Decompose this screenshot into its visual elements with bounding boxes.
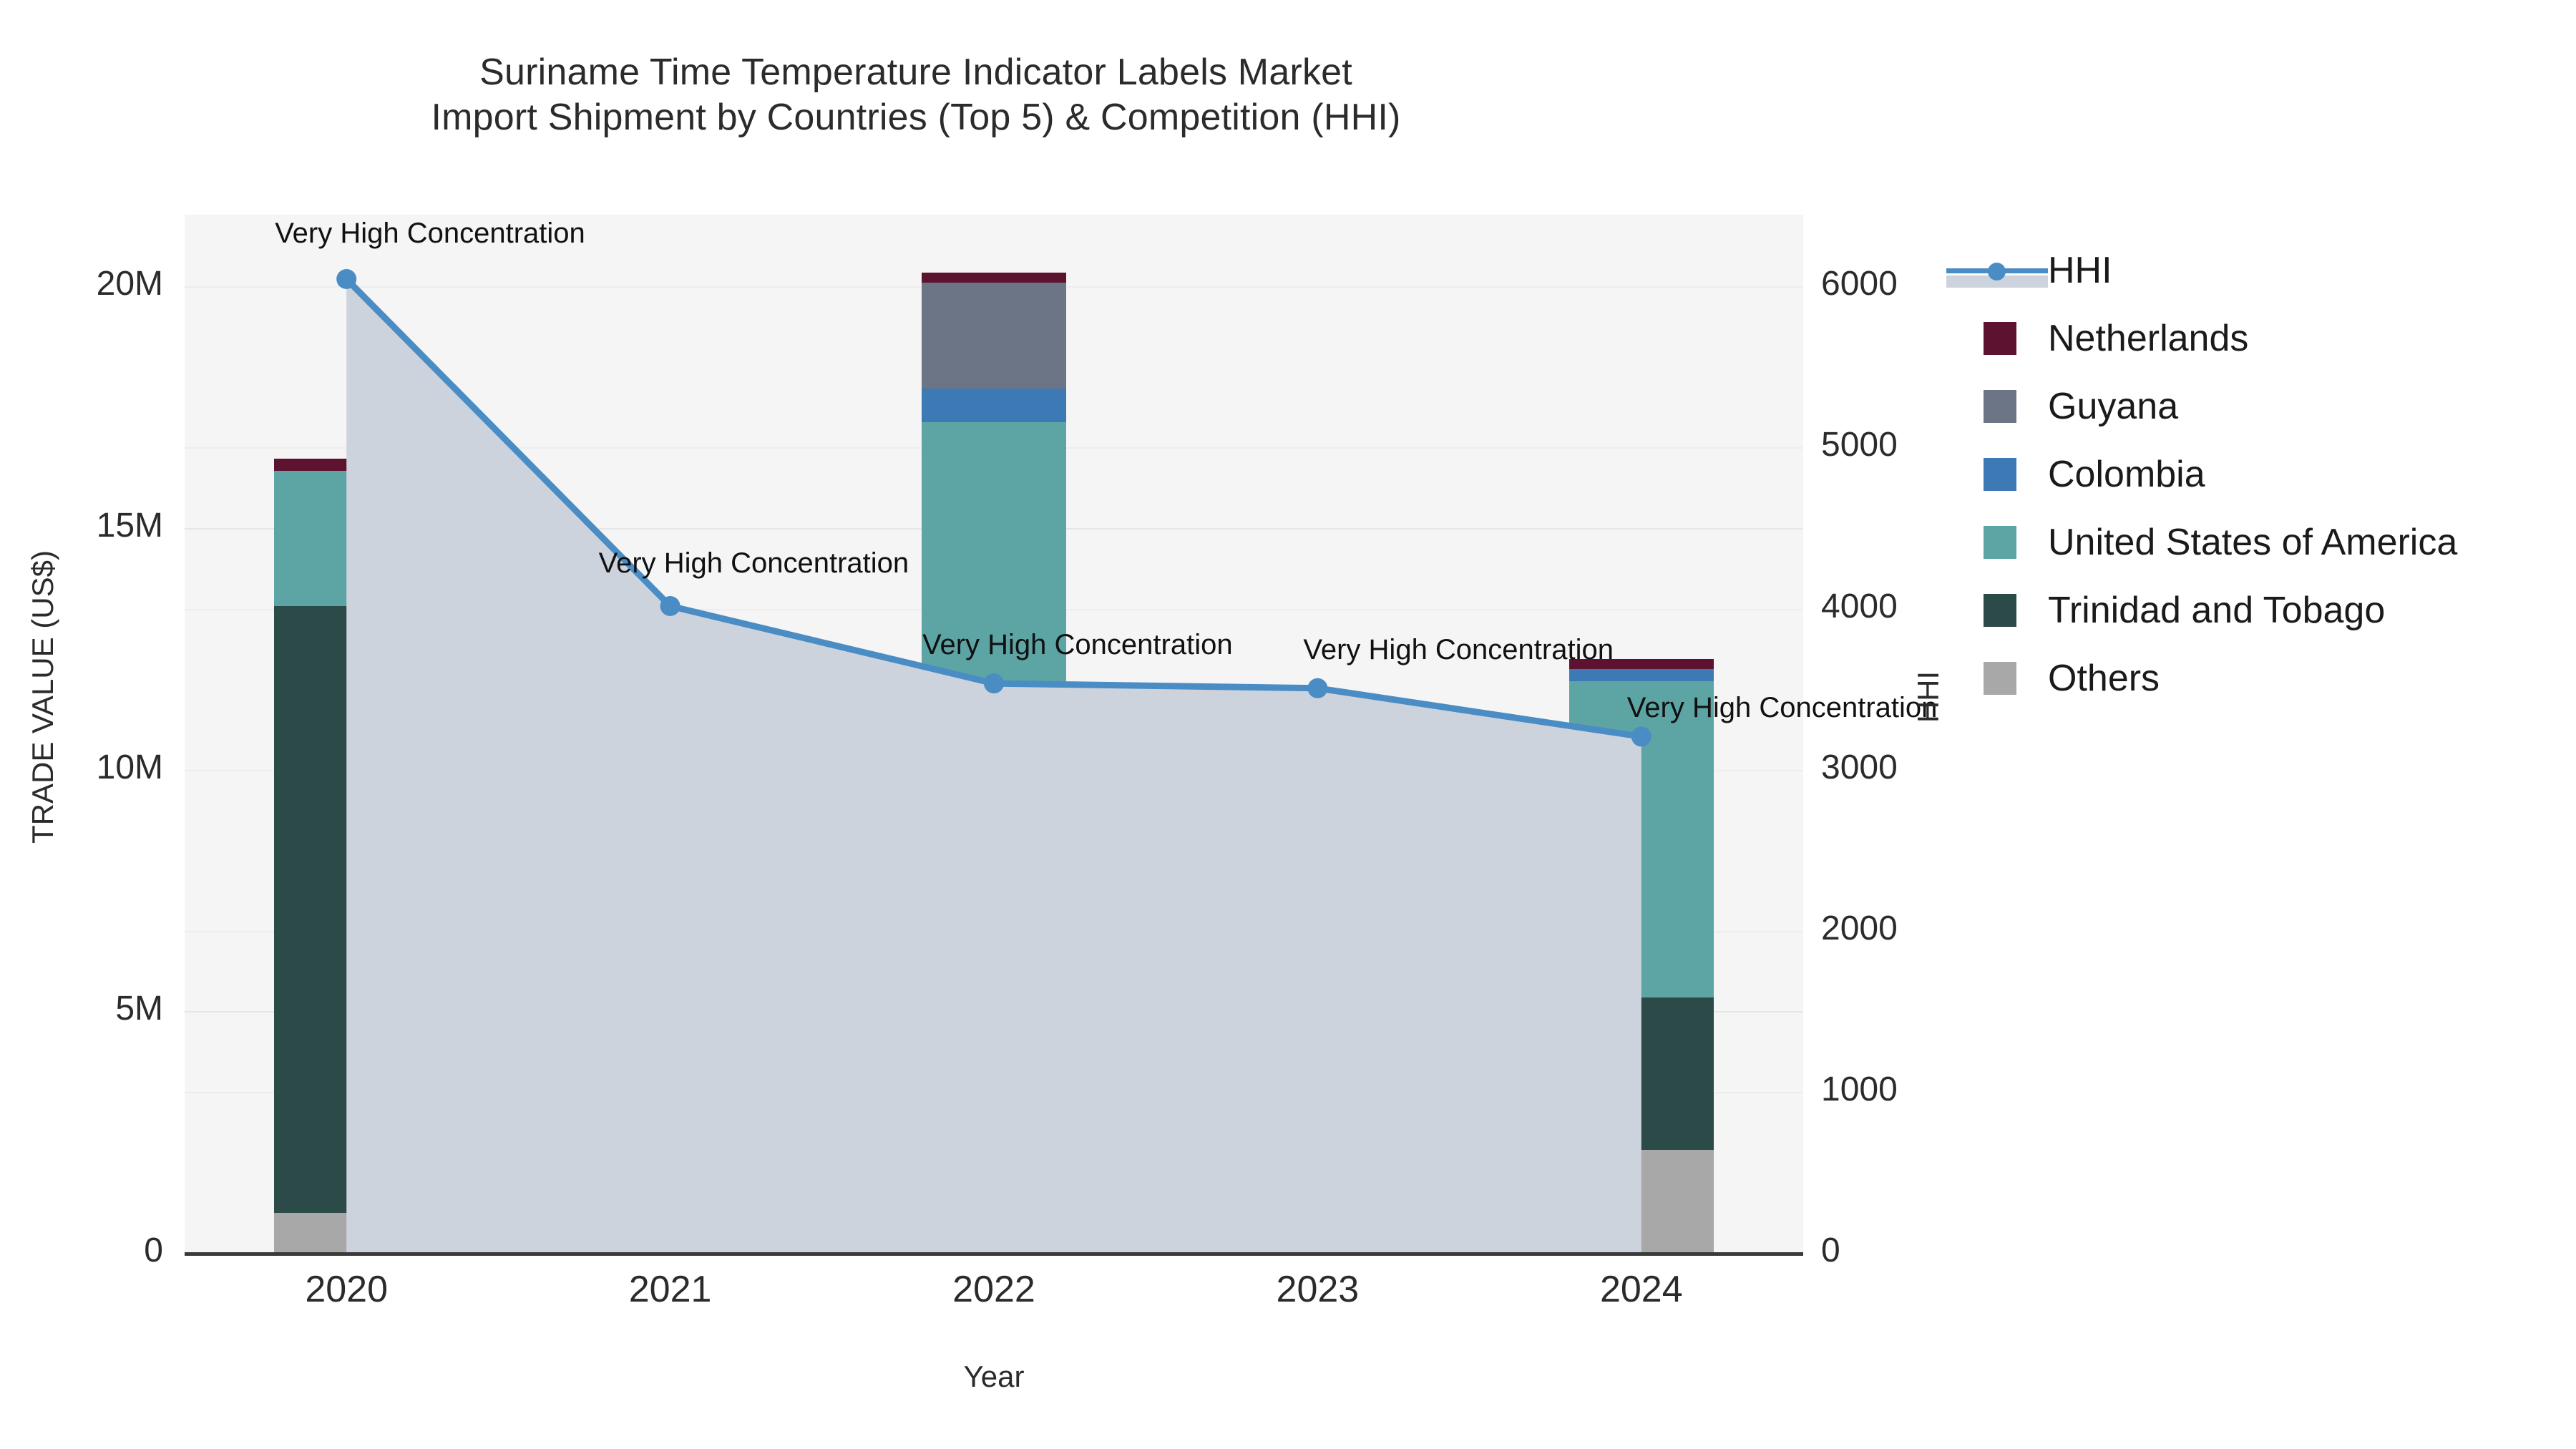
hhi-tick-6000: 6000: [1821, 265, 1898, 303]
legend-line-dot: [1988, 262, 2006, 280]
hhi-tick-4000: 4000: [1821, 587, 1898, 625]
bar-segment-guyana[interactable]: [922, 282, 1066, 389]
legend-swatch-icon: [1984, 525, 2016, 559]
legend-item-others[interactable]: Others: [1946, 644, 2576, 712]
legend-item-netherlands[interactable]: Netherlands: [1946, 304, 2576, 372]
chart-title-line-1: Suriname Time Temperature Indicator Labe…: [479, 52, 1352, 93]
hhi-point-2024[interactable]: [1631, 726, 1652, 747]
bar-segment-colombia[interactable]: [922, 389, 1066, 423]
y-axis-secondary-title: HHI: [1911, 670, 1945, 723]
hhi-tick-5000: 5000: [1821, 426, 1898, 464]
hhi-point-2022[interactable]: [984, 673, 1004, 694]
legend-swatch-icon: [1984, 457, 2016, 491]
hhi-tick-2000: 2000: [1821, 909, 1898, 947]
annotation-2024: Very High Concentration: [1626, 692, 1938, 724]
plot-area: [185, 215, 1803, 1254]
legend-label: Guyana: [2048, 385, 2179, 427]
hhi-tick-3000: 3000: [1821, 748, 1898, 786]
x-axis-title: Year: [963, 1360, 1025, 1393]
legend-label: Netherlands: [2048, 317, 2249, 359]
y-tick-10M: 10M: [96, 748, 163, 786]
hhi-area-fill: [346, 279, 1641, 1254]
legend-label: HHI: [2048, 249, 2112, 291]
y-tick-5M: 5M: [115, 990, 163, 1028]
legend-swatch-icon: [1984, 593, 2016, 627]
legend-swatch-icon: [1984, 661, 2016, 695]
y-axis-title: TRADE VALUE (US$): [26, 550, 59, 844]
x-tick-2021: 2021: [628, 1269, 712, 1310]
chart-legend: HHI Netherlands Guyana Colombia United State…: [1946, 236, 2576, 712]
hhi-point-2023[interactable]: [1307, 678, 1328, 698]
legend-item-trinidad-and-tobago[interactable]: Trinidad and Tobago: [1946, 576, 2576, 644]
legend-swatch-icon: [1984, 321, 2016, 355]
plot-clip: [185, 215, 1803, 1254]
bar-segment-colombia[interactable]: [1568, 668, 1714, 681]
x-tick-2023: 2023: [1276, 1269, 1360, 1310]
bar-segment-netherlands[interactable]: [1568, 659, 1714, 669]
hhi-tick-1000: 1000: [1821, 1070, 1898, 1108]
legend-swatch-icon: [1984, 389, 2016, 423]
hhi-series: [336, 269, 1652, 1254]
legend-item-colombia[interactable]: Colombia: [1946, 440, 2576, 508]
legend-area-band: [1946, 275, 2048, 288]
bar-segment-netherlands[interactable]: [922, 273, 1066, 283]
chart-title-line-2: Import Shipment by Countries (Top 5) & C…: [431, 97, 1401, 139]
annotation-2023: Very High Concentration: [1303, 633, 1614, 665]
legend-label: Colombia: [2048, 453, 2205, 495]
hhi-point-2021[interactable]: [660, 596, 680, 616]
y-axis-line: [183, 215, 186, 1254]
hhi-markers: [336, 269, 1652, 747]
legend-item-guyana[interactable]: Guyana: [1946, 372, 2576, 440]
hhi-point-2020[interactable]: [336, 269, 357, 289]
y-tick-0: 0: [144, 1231, 163, 1269]
annotation-2020: Very High Concentration: [275, 218, 585, 250]
x-tick-2020: 2020: [305, 1269, 389, 1310]
y-tick-15M: 15M: [96, 506, 163, 545]
legend-item-united-states-of-america[interactable]: United States of America: [1946, 508, 2576, 576]
y-tick-20M: 20M: [96, 265, 163, 303]
chart-title: Suriname Time Temperature Indicator Labe…: [0, 50, 1832, 141]
legend-label: Others: [2048, 657, 2160, 699]
legend-line-icon: [1946, 254, 2048, 288]
legend-label: United States of America: [2048, 521, 2458, 563]
legend-item-hhi[interactable]: HHI: [1946, 236, 2576, 304]
annotation-2022: Very High Concentration: [922, 629, 1233, 661]
x-axis-line: [185, 1252, 1803, 1256]
annotation-2021: Very High Concentration: [598, 547, 909, 580]
x-tick-2022: 2022: [952, 1269, 1035, 1310]
hhi-tick-0: 0: [1821, 1231, 1840, 1269]
legend-label: Trinidad and Tobago: [2048, 589, 2386, 631]
x-tick-2024: 2024: [1599, 1269, 1683, 1310]
